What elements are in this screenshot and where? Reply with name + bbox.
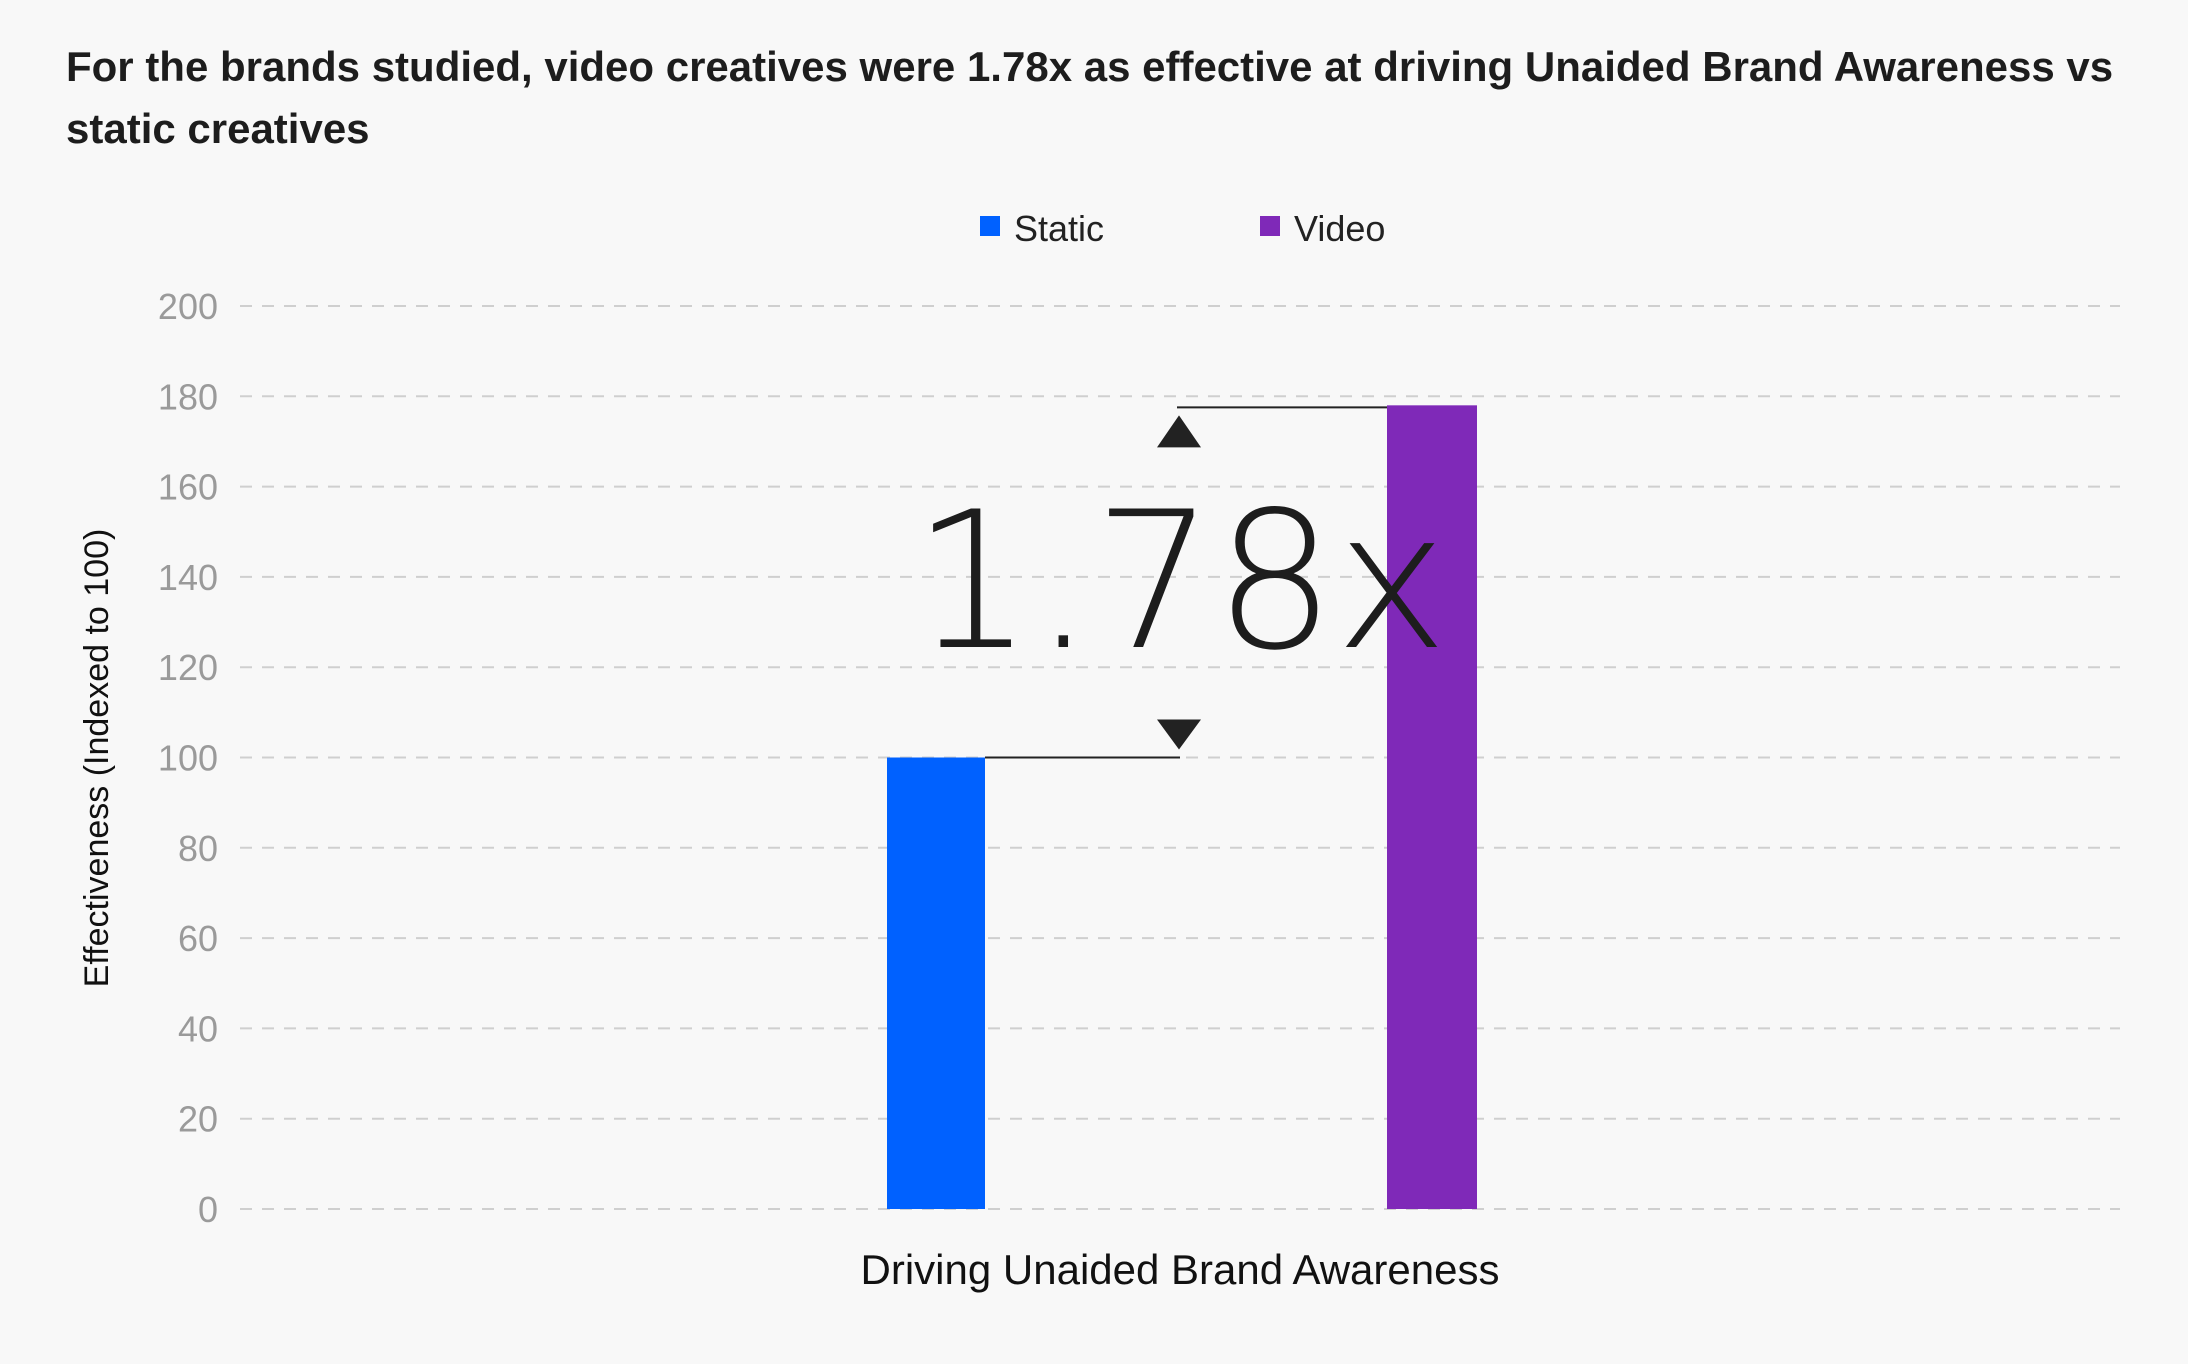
legend-swatch-static <box>980 216 1000 236</box>
annotation-label: 1.78x <box>912 471 1448 692</box>
y-tick-label-120: 120 <box>158 647 218 688</box>
x-axis-label: Driving Unaided Brand Awareness <box>861 1246 1500 1293</box>
annotation-up-arrow <box>1157 415 1201 448</box>
legend-swatch-video <box>1260 216 1280 236</box>
y-tick-label-160: 160 <box>158 467 218 508</box>
bar-static <box>887 757 985 1209</box>
chart-title: For the brands studied, video creatives … <box>66 43 2114 152</box>
y-tick-label-140: 140 <box>158 557 218 598</box>
bar-video <box>1387 405 1477 1210</box>
y-tick-label-200: 200 <box>158 286 218 327</box>
y-tick-label-100: 100 <box>158 738 218 779</box>
y-axis-label: Effectiveness (Indexed to 100) <box>78 529 116 988</box>
annotation-down-arrow <box>1157 719 1201 750</box>
y-tick-label-180: 180 <box>158 376 218 417</box>
y-tick-label-60: 60 <box>178 918 218 959</box>
y-tick-label-0: 0 <box>198 1189 218 1230</box>
y-tick-label-40: 40 <box>178 1008 218 1049</box>
y-tick-label-20: 20 <box>178 1099 218 1140</box>
legend-label-static: Static <box>1014 208 1104 249</box>
legend-label-video: Video <box>1294 208 1385 249</box>
y-tick-label-80: 80 <box>178 828 218 869</box>
